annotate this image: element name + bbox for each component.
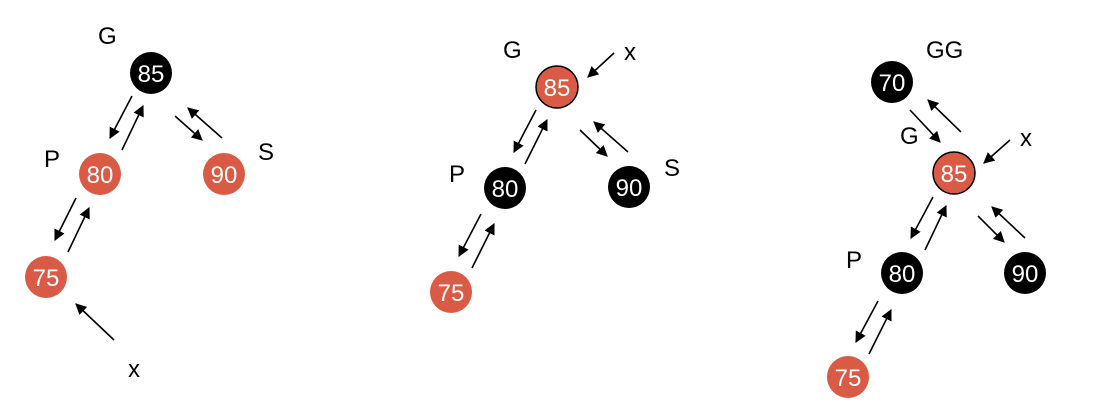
node-80-label: 80 [492, 176, 519, 203]
arrow-75-to-80-up [471, 222, 495, 269]
node-80-circle [79, 153, 121, 195]
label-P: P [44, 146, 60, 173]
label-S: S [664, 155, 680, 182]
node-75-label: 75 [33, 265, 60, 292]
node-90: 90 [608, 166, 650, 208]
node-80-circle [881, 252, 923, 294]
diagram-2-arrows [458, 52, 629, 269]
arrow-80-to-85-up [524, 118, 548, 165]
label-x: x [1020, 125, 1032, 152]
arrow-85-to-80-down [910, 196, 934, 239]
node-80: 80 [484, 167, 526, 209]
arrow-85-to-90-down [977, 215, 1005, 243]
arrow-90-to-85-up [991, 206, 1026, 239]
node-90-circle [608, 166, 650, 208]
arrow-75-to-80-up [67, 206, 90, 253]
node-75-circle [25, 256, 67, 298]
node-85-circle [932, 151, 976, 195]
arrow-85-to-90-down [579, 129, 608, 157]
node-70: 70 [871, 61, 913, 103]
node-70-label: 70 [879, 70, 906, 97]
arrow-85-to-80-down [109, 95, 133, 139]
node-80: 80 [881, 252, 923, 294]
node-75-label: 75 [835, 365, 862, 392]
diagram-1: 85 80 90 75 G P S x [25, 23, 274, 383]
label-GG: GG [926, 37, 963, 64]
diagram-2: 85 80 90 75 G x P S [430, 37, 680, 313]
node-80: 80 [79, 153, 121, 195]
node-80-circle [484, 167, 526, 209]
arrow-85-to-70-up [927, 99, 962, 133]
node-90-label: 90 [1012, 261, 1039, 288]
label-G: G [503, 37, 522, 64]
arrow-80-to-75-down [458, 213, 482, 257]
node-90-circle [203, 153, 245, 195]
node-90: 90 [203, 153, 245, 195]
node-85: 85 [535, 65, 579, 109]
node-85-label: 85 [941, 161, 968, 188]
node-70-circle [871, 61, 913, 103]
label-x: x [624, 39, 636, 66]
label-P: P [846, 247, 862, 274]
arrow-90-to-85-up [593, 121, 629, 153]
label-G: G [900, 123, 919, 150]
node-90-label: 90 [211, 162, 238, 189]
label-G: G [98, 23, 117, 50]
node-75-label: 75 [438, 280, 465, 307]
arrow-70-to-85-down [909, 109, 941, 143]
arrow-85-to-80-down [513, 109, 537, 153]
node-85: 85 [130, 52, 172, 94]
arrow-80-to-85-up [924, 204, 947, 251]
node-85-circle [535, 65, 579, 109]
diagram-3-arrows [855, 99, 1026, 355]
node-85: 85 [932, 151, 976, 195]
arrow-x-to-85 [983, 139, 1011, 164]
arrow-90-to-85-up [187, 107, 223, 139]
arrow-80-to-75-down [54, 197, 77, 242]
node-80-label: 80 [87, 162, 114, 189]
arrow-x-to-85 [587, 52, 615, 78]
label-P: P [449, 161, 465, 188]
node-90-label: 90 [616, 175, 643, 202]
arrow-85-to-90-down [174, 115, 203, 141]
node-75: 75 [25, 256, 67, 298]
node-75-circle [827, 356, 869, 398]
node-90-circle [1004, 252, 1046, 294]
node-75: 75 [430, 271, 472, 313]
node-90: 90 [1004, 252, 1046, 294]
arrow-80-to-85-up [121, 104, 144, 151]
node-75-circle [430, 271, 472, 313]
node-85-circle [130, 52, 172, 94]
diagram-3: 70 85 80 90 75 GG G x P [827, 37, 1046, 398]
label-S: S [258, 139, 274, 166]
node-85-label: 85 [138, 61, 165, 88]
arrow-75-to-80-up [868, 308, 892, 355]
node-85-label: 85 [544, 75, 571, 102]
diagram-1-arrows [54, 95, 223, 341]
label-x: x [128, 356, 140, 383]
arrow-x-to-75 [75, 303, 115, 341]
node-80-label: 80 [889, 261, 916, 288]
arrow-80-to-75-down [855, 300, 879, 343]
node-75: 75 [827, 356, 869, 398]
